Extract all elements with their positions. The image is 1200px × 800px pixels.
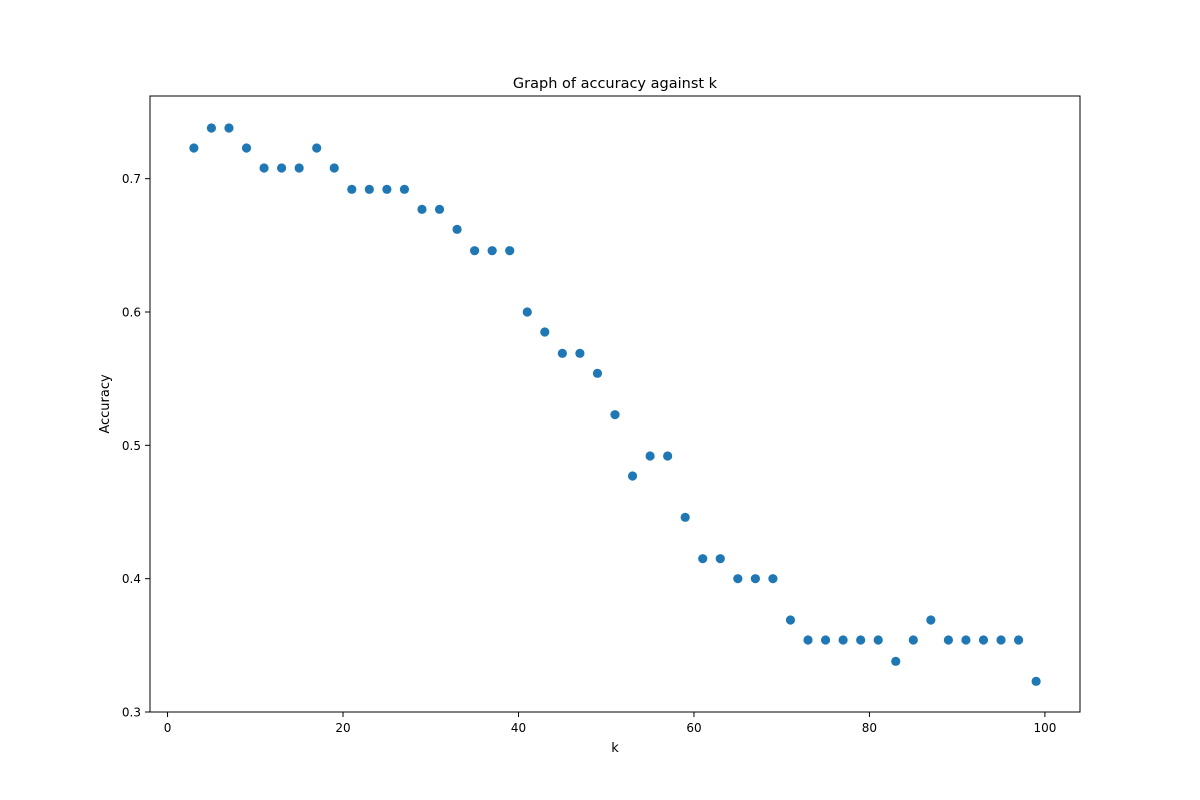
data-point [312,143,322,153]
data-point [294,163,304,173]
data-point [224,123,234,133]
x-tick-label: 20 [335,721,350,735]
data-point [908,635,918,645]
data-point [820,635,831,645]
data-point [1031,676,1041,686]
data-point [926,615,936,625]
data-point [540,327,550,337]
data-point [978,635,989,645]
data-point [645,451,655,461]
data-point [417,204,427,214]
data-point [891,656,901,666]
data-point [259,163,269,173]
data-point [610,410,620,420]
y-axis-ticks: 0.3 0.4 0.5 0.6 0.7 [122,172,150,720]
data-point [680,512,690,522]
data-point [206,123,217,133]
data-point [522,307,532,317]
y-axis-label: Accuracy [98,374,113,434]
data-point [698,554,708,564]
data-point [575,348,585,358]
y-tick-label: 0.7 [122,172,141,186]
x-tick-label: 60 [686,721,701,735]
data-point [189,143,199,153]
y-tick-label: 0.3 [122,706,141,720]
data-point [750,574,760,584]
data-point [364,184,374,194]
x-axis-label: k [611,741,619,756]
data-point [768,574,778,584]
data-point [663,451,673,461]
y-tick-label: 0.5 [122,439,141,453]
data-point [382,184,392,194]
data-point [399,184,410,194]
chart-title: Graph of accuracy against k [513,76,718,92]
data-point [592,368,603,378]
data-point [838,635,848,645]
x-axis-ticks: 0 20 40 60 80 100 [164,712,1056,735]
data-point [487,246,497,256]
data-point [961,635,971,645]
data-point [803,635,813,645]
data-point [943,635,953,645]
y-tick-label: 0.6 [122,306,141,320]
data-point [1013,635,1024,645]
x-tick-label: 100 [1033,721,1056,735]
x-tick-label: 0 [164,721,172,735]
data-point [627,471,638,481]
y-tick-label: 0.4 [122,572,141,586]
data-point [470,246,480,256]
data-points [189,123,1041,686]
data-point [733,574,743,584]
data-point [856,635,866,645]
data-point [873,635,883,645]
x-tick-label: 40 [511,721,526,735]
data-point [434,204,445,214]
data-point [277,163,287,173]
data-point [715,554,725,564]
data-point [452,224,462,234]
plot-area-frame [149,95,1081,713]
data-point [241,143,252,153]
data-point [557,348,567,358]
data-point [347,184,357,194]
x-tick-label: 80 [862,721,877,735]
data-point [505,246,515,256]
data-point [785,615,796,625]
data-point [996,635,1006,645]
data-point [329,163,339,173]
